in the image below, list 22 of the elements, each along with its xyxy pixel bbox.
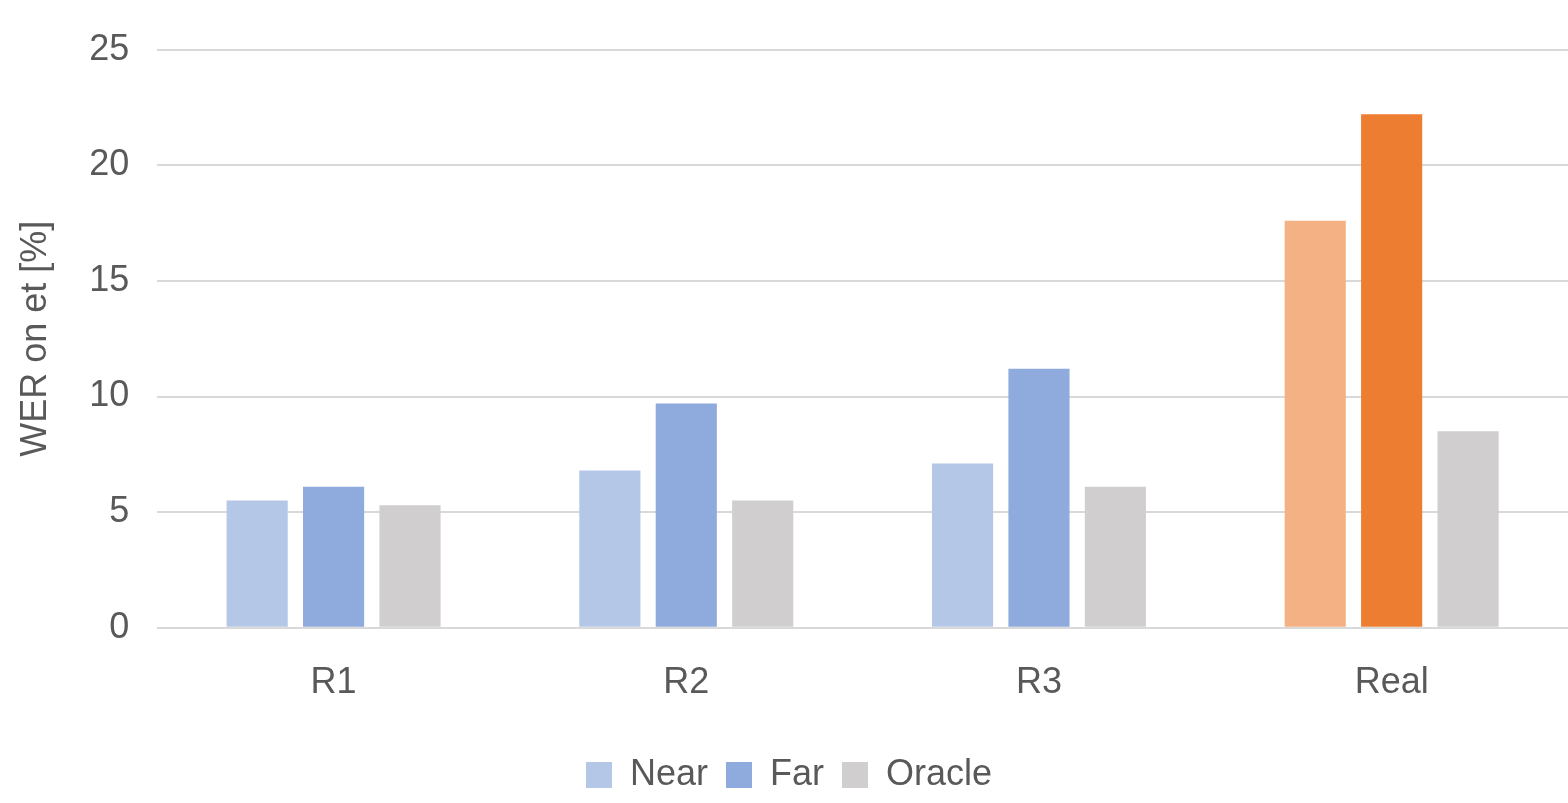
bar <box>931 463 994 627</box>
y-tick-label: 5 <box>109 489 130 531</box>
x-tick-label: R2 <box>663 660 710 702</box>
bar <box>579 470 641 627</box>
bar <box>226 500 288 627</box>
y-tick-label: 10 <box>89 373 130 415</box>
y-tick-label: 20 <box>89 142 130 184</box>
bar <box>303 486 365 627</box>
legend-label: Far <box>770 751 825 793</box>
x-tick-label: R3 <box>1015 660 1062 702</box>
y-tick-label: 25 <box>89 26 130 68</box>
legend-label: Oracle <box>886 751 993 793</box>
x-tick-label: R1 <box>310 660 357 702</box>
bar <box>1284 220 1346 627</box>
legend-label: Near <box>629 751 709 793</box>
bar <box>1361 114 1423 627</box>
y-axis-title: WER on et [%] <box>12 220 54 457</box>
bar <box>1008 368 1070 627</box>
x-tick-label: Real <box>1354 660 1429 702</box>
y-tick-label: 0 <box>109 604 130 646</box>
y-tick-label: 15 <box>89 257 130 299</box>
bar <box>655 403 717 627</box>
